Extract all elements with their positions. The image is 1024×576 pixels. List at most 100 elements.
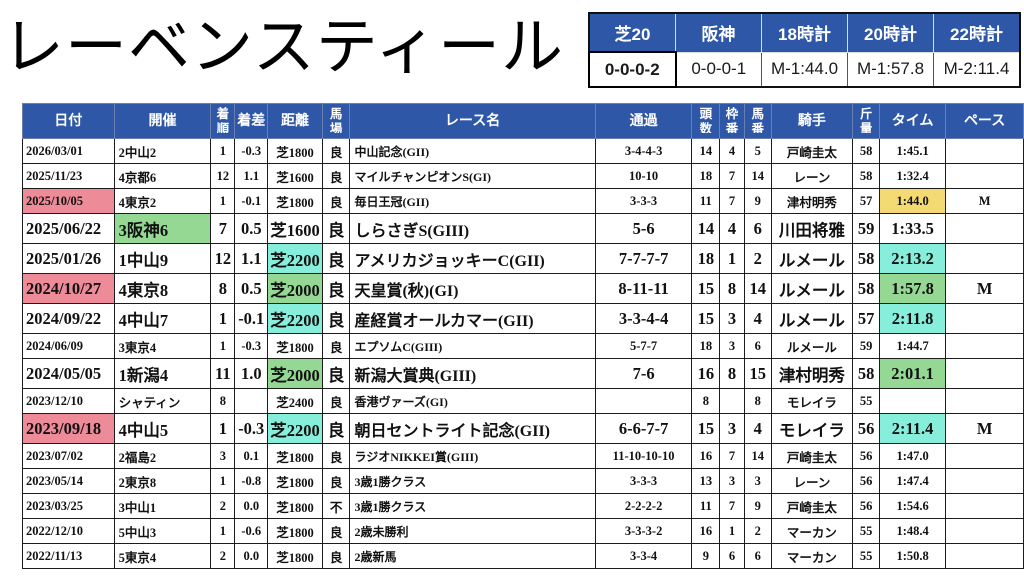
cell-field: 18	[691, 163, 721, 189]
cell-passing: 2-2-2-2	[594, 493, 693, 519]
cell-number: 5	[743, 138, 772, 164]
column-header-passing: 通過	[594, 103, 693, 139]
cell-venue: 4中山5	[113, 413, 212, 444]
cell-venue: 4東京8	[113, 273, 212, 304]
cell-number: 14	[743, 443, 772, 469]
cell-jockey: 戸崎圭太	[770, 493, 854, 519]
cell-pace	[945, 443, 1024, 469]
cell-going: 良	[321, 213, 351, 244]
cell-jockey: マーカン	[770, 518, 854, 544]
cell-field: 15	[691, 273, 721, 304]
cell-pace: M	[945, 413, 1024, 444]
cell-margin: -0.3	[234, 413, 269, 444]
cell-number: 2	[743, 243, 772, 274]
cell-time: 1:33.5	[878, 213, 947, 244]
cell-weight: 56	[852, 413, 880, 444]
cell-jockey: ルメール	[770, 243, 854, 274]
cell-going: 良	[321, 388, 351, 414]
cell-race: しらさぎS(GIII)	[349, 213, 596, 244]
cell-jockey: 戸崎圭太	[770, 138, 854, 164]
cell-time: 1:57.8	[878, 273, 947, 304]
cell-pos: 3	[210, 443, 236, 469]
cell-draw: 7	[719, 443, 745, 469]
result-row: 2023/12/10 シャティン 8 芝2400 良香港ヴァーズ(GI) 8 8 モレイラ 55	[22, 388, 1024, 414]
cell-going: 良	[321, 163, 351, 189]
result-row: 2023/05/14 2東京8 1 -0.8 芝1800 良 3歳1勝クラス 3-3-3 13 3…	[22, 468, 1024, 494]
cell-date: 2025/10/05	[22, 188, 115, 214]
result-row: 2023/07/02 2福島2 3 0.1 芝1800 良ラジオNIKKEI賞(GIII)…	[22, 443, 1024, 469]
cell-time: 1:45.1	[878, 138, 947, 164]
cell-date: 2026/03/01	[22, 138, 115, 164]
cell-weight: 58	[852, 138, 880, 164]
column-header-draw: 枠番	[719, 103, 745, 139]
cell-time: 1:54.6	[878, 493, 947, 519]
cell-venue: 3中山1	[113, 493, 212, 519]
column-header-label: 馬場	[329, 107, 343, 133]
cell-jockey: 戸崎圭太	[770, 443, 854, 469]
cell-weight: 58	[852, 163, 880, 189]
column-header-label: 距離	[280, 114, 309, 129]
column-header-dist: 距離	[267, 103, 323, 139]
cell-date: 2022/11/13	[22, 543, 115, 569]
column-header-label: 騎手	[797, 114, 826, 129]
cell-going: 良	[321, 413, 351, 444]
cell-venue: 3東京4	[113, 333, 212, 359]
cell-draw	[719, 388, 745, 414]
cell-field: 11	[691, 493, 721, 519]
cell-number: 14	[743, 163, 772, 189]
cell-draw: 7	[719, 188, 745, 214]
cell-passing: 11-10-10-10	[594, 443, 693, 469]
cell-weight: 58	[852, 243, 880, 274]
cell-going: 良	[321, 518, 351, 544]
cell-weight: 59	[852, 333, 880, 359]
cell-field: 11	[691, 188, 721, 214]
result-row: 2023/09/18 4中山5 1 -0.3 芝2200 良朝日セントライト記念(GII)…	[22, 413, 1024, 444]
summary-value-20clock: M-1:57.8	[847, 51, 934, 88]
cell-going: 良	[321, 543, 351, 569]
column-header-label: レース名	[444, 114, 501, 129]
summary-header-turf20: 芝20	[588, 12, 676, 53]
summary-value-hanshin: 0-0-0-1	[675, 51, 762, 88]
cell-time: 2:13.2	[878, 243, 947, 274]
summary-stats-table: 芝20 阪神 18時計 20時計 22時計 0-0-0-2 0-0-0-1 M-…	[588, 12, 1021, 88]
cell-margin: 0.5	[234, 273, 269, 304]
column-header-label: 着差	[237, 114, 266, 129]
cell-dist: 芝1800	[267, 333, 323, 359]
cell-race: 3歳1勝クラス	[349, 493, 596, 519]
result-row: 2026/03/01 2中山2 1 -0.3 芝1800 良中山記念(GII) 3-4-4-…	[22, 138, 1024, 164]
cell-venue: 5東京4	[113, 543, 212, 569]
cell-margin: -0.3	[234, 138, 269, 164]
summary-header-row: 芝20 阪神 18時計 20時計 22時計	[588, 12, 1021, 53]
cell-time: 2:11.8	[878, 303, 947, 334]
cell-race: エプソムC(GIII)	[349, 333, 596, 359]
cell-draw: 4	[719, 138, 745, 164]
cell-weight: 55	[852, 388, 880, 414]
cell-margin: -0.8	[234, 468, 269, 494]
cell-draw: 3	[719, 333, 745, 359]
cell-pace	[945, 163, 1024, 189]
cell-going: 不	[321, 493, 351, 519]
cell-draw: 3	[719, 303, 745, 334]
cell-jockey: ルメール	[770, 333, 854, 359]
cell-dist: 芝1600	[267, 213, 323, 244]
cell-date: 2025/11/23	[22, 163, 115, 189]
cell-venue: 4中山7	[113, 303, 212, 334]
cell-date: 2024/09/22	[22, 303, 115, 334]
cell-draw: 8	[719, 273, 745, 304]
cell-going: 良	[321, 138, 351, 164]
cell-date: 2024/05/05	[22, 358, 115, 389]
cell-jockey: モレイラ	[770, 413, 854, 444]
cell-pos: 2	[210, 493, 236, 519]
cell-race: 新潟大賞典(GIII)	[349, 358, 596, 389]
column-header-pos: 着順	[210, 103, 236, 139]
cell-passing: 3-3-4	[594, 543, 693, 569]
cell-time: 1:44.7	[878, 333, 947, 359]
column-header-label: 日付	[54, 114, 83, 129]
cell-jockey: 津村明秀	[770, 188, 854, 214]
cell-passing: 3-3-3	[594, 188, 693, 214]
cell-margin: -0.6	[234, 518, 269, 544]
cell-venue: 3阪神6	[113, 213, 212, 244]
cell-venue: 4東京2	[113, 188, 212, 214]
cell-margin: 0.0	[234, 543, 269, 569]
cell-venue: 2中山2	[113, 138, 212, 164]
